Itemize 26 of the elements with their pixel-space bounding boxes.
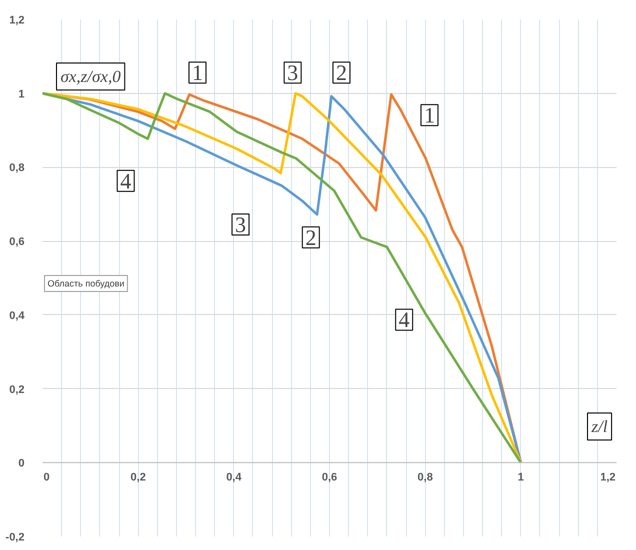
annotation: 3 (287, 60, 298, 86)
x-tick-label: 0,4 (226, 472, 242, 484)
y-tick-label: 0,8 (9, 162, 25, 174)
x-tick-label: 0 (44, 472, 50, 484)
x-axis-title: z/l (590, 417, 608, 436)
y-tick-label: 1 (18, 88, 25, 100)
annotation: 4 (398, 307, 410, 332)
annotation: 2 (336, 60, 347, 86)
y-tick-label: 0,2 (9, 384, 25, 396)
y-tick-label: 0,4 (9, 310, 26, 322)
annotation: 3 (235, 212, 246, 237)
y-tick-label: 0 (18, 458, 25, 470)
annotation: 2 (305, 224, 316, 250)
y-axis-title: σx,z/σx,0 (60, 67, 122, 86)
x-tick-label: 0,6 (322, 472, 338, 484)
x-tick-label: 1 (518, 472, 524, 484)
annotation: 1 (424, 102, 435, 128)
annotation: 4 (120, 168, 132, 194)
y-tick-label: 0,6 (9, 236, 25, 248)
annotation: Область побудови (48, 278, 124, 288)
x-tick-label: 0,2 (130, 472, 146, 484)
annotation: 1 (192, 60, 203, 86)
y-tick-label: 1,2 (9, 14, 25, 26)
x-tick-label: 1,2 (600, 472, 616, 484)
y-tick-label: -0,2 (6, 532, 25, 544)
x-tick-label: 0,8 (418, 472, 433, 484)
